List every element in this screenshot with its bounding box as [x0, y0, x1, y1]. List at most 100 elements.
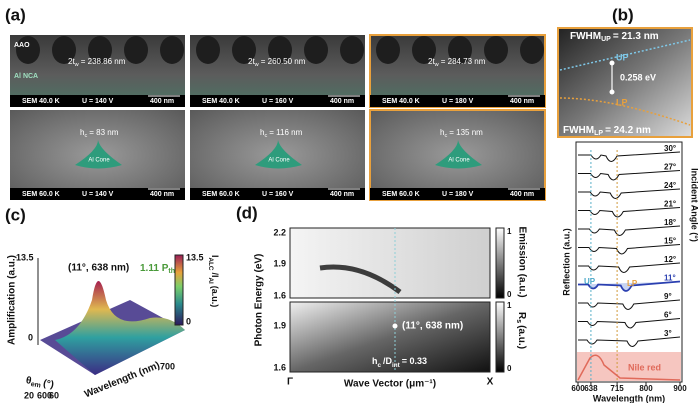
layer-label: Al NCA	[14, 73, 38, 80]
pore	[268, 36, 292, 64]
magnification: SEM 40.0 K	[22, 98, 60, 105]
fwhm-up-part: = 21.3 nm	[613, 31, 659, 42]
pore	[52, 36, 76, 64]
thickness-label: 2tw = 260.50 nm	[248, 57, 306, 68]
voltage: U = 140 V	[82, 191, 114, 198]
height-label-part: c	[84, 133, 87, 139]
colorbar-label-part: I	[210, 255, 220, 258]
cone-label: Al Cone	[448, 158, 470, 164]
angle-label: 27°	[664, 163, 676, 172]
x-tick-label: 638	[584, 384, 598, 393]
scale-bar: 400 nm	[510, 98, 534, 105]
colorbar-tick: 0	[507, 290, 512, 299]
ratio-label-part: int	[392, 362, 401, 369]
thickness-label-part: = 284.73 nm	[441, 57, 486, 66]
height-label: hc = 116 nm	[260, 128, 303, 139]
pore	[232, 36, 256, 64]
pore	[196, 36, 220, 64]
spectrum	[578, 188, 681, 199]
power-label-part: 1.11 P	[140, 263, 169, 274]
point	[609, 60, 615, 66]
angle-label: 6°	[664, 311, 672, 320]
lp-label: LP	[616, 97, 628, 107]
panel-label: (b)	[612, 5, 634, 24]
colorbar-tick: 1	[507, 227, 512, 236]
thickness-label-part: 2t	[428, 57, 435, 66]
lp-curve-label: LP	[627, 279, 638, 288]
spectrum	[578, 225, 681, 236]
emission-colorbar	[495, 227, 505, 299]
height-label-part: = 83 nm	[89, 128, 118, 137]
cone-label: Al Cone	[268, 158, 290, 164]
pore	[124, 36, 148, 64]
x-tick-label: 715	[610, 384, 624, 393]
y-axis-label: Photon Energy (eV)	[254, 254, 265, 347]
reflection-label-part: s	[515, 319, 522, 323]
emission-label: Emission (a.u.)	[516, 226, 527, 297]
ratio-label-part: = 0.33	[402, 356, 427, 366]
spectrum	[578, 207, 681, 218]
pore	[484, 36, 508, 64]
voltage: U = 160 V	[262, 191, 294, 198]
dispersion-image	[557, 27, 693, 138]
angle-tick: 60	[49, 390, 59, 400]
x-start: Γ	[287, 377, 293, 388]
pore	[160, 36, 184, 64]
ratio-label-part: h	[372, 356, 378, 366]
spectrum	[578, 170, 681, 181]
pore	[376, 36, 400, 64]
y-tick-label: 1.9	[273, 320, 286, 330]
magnification: SEM 40.0 K	[382, 98, 420, 105]
angle-axis-label: θem(°)	[25, 375, 55, 392]
spectrum	[578, 336, 681, 347]
voltage: U = 160 V	[262, 98, 294, 105]
colorbar-tick: 0	[186, 316, 191, 326]
peak-label: (11°, 638 nm)	[68, 263, 129, 274]
cone	[75, 140, 122, 169]
emission-band	[319, 264, 402, 295]
power-label: 1.11 Pth	[140, 263, 175, 276]
info-bar	[190, 95, 365, 107]
thickness-label-part: w	[434, 62, 440, 68]
cone	[435, 140, 482, 169]
y-tick-label: 1.6	[273, 290, 286, 300]
scale-bar: 400 nm	[150, 98, 174, 105]
height-label-part: c	[264, 133, 267, 139]
ratio-label-part: c	[378, 362, 382, 369]
y-tick-label: 2.2	[273, 227, 286, 237]
ratio-label: hc/Dint = 0.33	[372, 356, 427, 369]
voltage: U = 180 V	[442, 191, 474, 198]
thickness-label-part: 2t	[68, 57, 75, 66]
reflection-frame	[575, 141, 683, 383]
info-bar	[370, 188, 545, 200]
colorbar	[174, 254, 184, 326]
up-label: UP	[616, 52, 629, 62]
colorbar-tick: 0	[507, 364, 512, 373]
angle-label: 3°	[664, 329, 672, 338]
scale-bar: 400 nm	[150, 191, 174, 198]
angle-label: 9°	[664, 292, 672, 301]
voltage: U = 140 V	[82, 98, 114, 105]
angle-label: 21°	[664, 200, 676, 209]
reflection-colorbar	[495, 301, 505, 373]
height-label-part: h	[260, 128, 264, 137]
y-axis-label: Reflection (a.u.)	[561, 228, 571, 296]
angle-axis-label-part: θ	[25, 375, 32, 387]
magnification: SEM 60.0 K	[202, 191, 240, 198]
magnification: SEM 60.0 K	[22, 191, 60, 198]
x-end: X	[487, 377, 494, 388]
angle-label: 30°	[664, 144, 676, 153]
info-bar	[370, 95, 545, 107]
fwhm-lp-part: FWHM	[563, 125, 594, 136]
pore	[88, 36, 112, 64]
colorbar-tick: 1	[507, 301, 512, 310]
power-label-part: th	[168, 268, 175, 275]
z-tick-label: 13.5	[16, 252, 34, 262]
pore	[16, 36, 40, 64]
z-axis-label: Amplification (a.u.)	[7, 255, 18, 345]
height-label: hc = 83 nm	[80, 128, 119, 139]
point	[609, 89, 615, 95]
pore	[340, 36, 364, 64]
reflection-label: Rs (a.u.)	[515, 312, 528, 349]
thickness-label-part: 2t	[248, 57, 255, 66]
